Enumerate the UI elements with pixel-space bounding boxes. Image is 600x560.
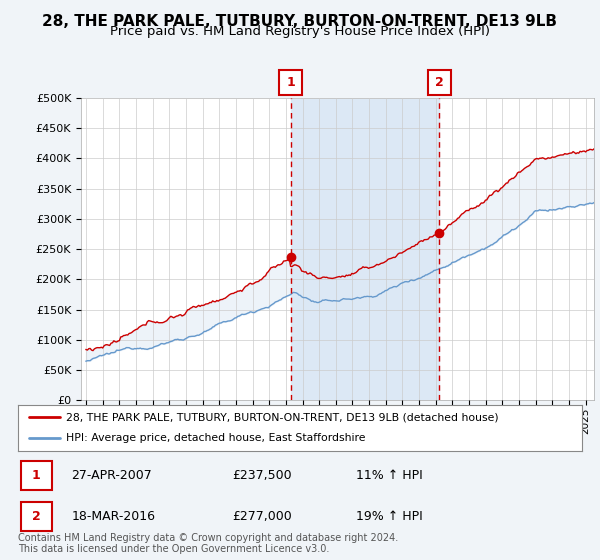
Text: HPI: Average price, detached house, East Staffordshire: HPI: Average price, detached house, East…	[66, 433, 365, 444]
Text: £237,500: £237,500	[232, 469, 292, 482]
Text: 1: 1	[32, 469, 41, 482]
Text: 2: 2	[435, 76, 443, 89]
Text: 18-MAR-2016: 18-MAR-2016	[71, 510, 155, 523]
FancyBboxPatch shape	[21, 502, 52, 531]
FancyBboxPatch shape	[21, 461, 52, 489]
Bar	[291, 98, 439, 400]
Text: 28, THE PARK PALE, TUTBURY, BURTON-ON-TRENT, DE13 9LB: 28, THE PARK PALE, TUTBURY, BURTON-ON-TR…	[43, 14, 557, 29]
Text: 11% ↑ HPI: 11% ↑ HPI	[356, 469, 423, 482]
Text: 28, THE PARK PALE, TUTBURY, BURTON-ON-TRENT, DE13 9LB (detached house): 28, THE PARK PALE, TUTBURY, BURTON-ON-TR…	[66, 412, 499, 422]
Text: 19% ↑ HPI: 19% ↑ HPI	[356, 510, 423, 523]
Text: 27-APR-2007: 27-APR-2007	[71, 469, 152, 482]
Text: Price paid vs. HM Land Registry's House Price Index (HPI): Price paid vs. HM Land Registry's House …	[110, 25, 490, 38]
Text: 1: 1	[286, 76, 295, 89]
Text: £277,000: £277,000	[232, 510, 292, 523]
Text: 2: 2	[32, 510, 41, 523]
Text: Contains HM Land Registry data © Crown copyright and database right 2024.
This d: Contains HM Land Registry data © Crown c…	[18, 533, 398, 554]
